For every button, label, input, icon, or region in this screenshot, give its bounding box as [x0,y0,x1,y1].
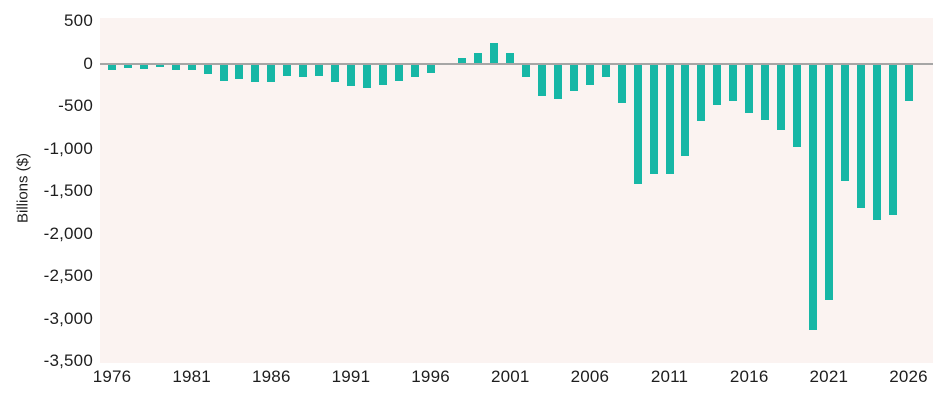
x-tick-label: 2016 [729,367,769,386]
bar-2021 [824,63,833,300]
bar-1985 [251,63,260,82]
bar-1999 [474,52,483,64]
y-tick-label: -3,000 [43,308,93,328]
bar-2020 [808,63,817,330]
x-tick-label: 1976 [92,367,132,386]
bar-2025 [888,63,897,215]
bar-1981 [187,63,196,71]
bar-1983 [219,63,228,82]
bar-2004 [554,63,563,99]
bar-1984 [235,63,244,80]
bar-2012 [681,63,690,156]
y-tick-label: -1,000 [43,138,93,158]
bar-2010 [649,63,658,174]
bar-2018 [777,63,786,130]
y-tick-label: -1,500 [43,181,93,201]
x-tick-label: 2021 [809,367,849,386]
bar-1978 [139,63,148,69]
y-tick-label: 0 [83,53,93,73]
bar-2014 [713,63,722,105]
bar-2003 [538,63,547,96]
bar-2023 [856,63,865,208]
y-tick-label: -500 [58,96,93,116]
y-tick-label: -2,500 [43,266,93,286]
bar-2022 [840,63,849,181]
bar-1998 [458,57,467,64]
bar-2016 [745,63,754,114]
bar-2008 [617,63,626,103]
zero-axis-line [100,62,933,65]
bar-1982 [203,63,212,75]
bar-2013 [697,63,706,122]
bar-1991 [346,63,355,87]
x-tick-label: 1996 [411,367,450,386]
bar-2007 [601,63,610,78]
y-tick-label: -2,000 [43,223,93,243]
x-tick-label: 2006 [570,367,610,386]
bar-2024 [872,63,881,220]
bar-1986 [267,63,276,83]
bar-2000 [490,43,499,64]
bar-1990 [331,63,340,83]
y-tick-label: -3,500 [43,351,93,371]
x-tick-label: 1986 [251,367,291,386]
bar-2001 [506,52,515,64]
x-tick-label: 1991 [331,367,371,386]
bar-2009 [633,63,642,184]
bar-2026 [904,63,913,101]
bar-1979 [155,63,164,67]
x-tick-label: 2001 [490,367,530,386]
bar-2005 [569,63,578,91]
plot-area [100,18,933,363]
bar-1980 [171,63,180,70]
bar-1989 [315,63,324,77]
bar-2006 [585,63,594,85]
bar-1996 [426,63,435,73]
bar-1987 [283,63,292,77]
x-tick-label: 2011 [650,367,689,386]
y-tick-label: 500 [64,10,93,30]
bar-2011 [665,63,674,175]
bar-2019 [792,63,801,148]
bar-2002 [522,63,531,77]
bar-2017 [761,63,770,121]
bar-1993 [378,63,387,86]
x-tick-label: 2026 [889,367,928,386]
bar-1992 [362,63,371,89]
bar-1977 [123,63,132,69]
bar-1995 [410,63,419,78]
bar-1976 [108,63,116,70]
bar-1994 [394,63,403,81]
bar-2015 [729,63,738,102]
x-tick-label: 1981 [172,367,211,386]
bar-1988 [299,63,308,77]
